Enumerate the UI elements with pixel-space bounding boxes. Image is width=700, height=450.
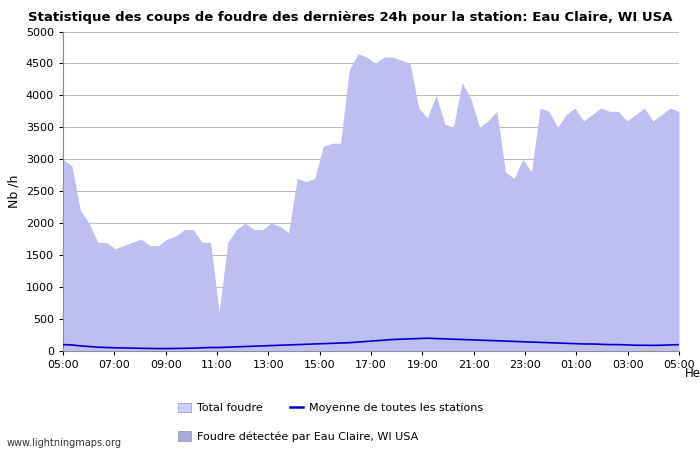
- Y-axis label: Nb /h: Nb /h: [7, 175, 20, 208]
- Text: www.lightningmaps.org: www.lightningmaps.org: [7, 438, 122, 448]
- Text: Statistique des coups de foudre des dernières 24h pour la station: Eau Claire, W: Statistique des coups de foudre des dern…: [28, 11, 672, 24]
- Text: Heure: Heure: [685, 367, 700, 380]
- Legend: Foudre détectée par Eau Claire, WI USA: Foudre détectée par Eau Claire, WI USA: [174, 427, 422, 446]
